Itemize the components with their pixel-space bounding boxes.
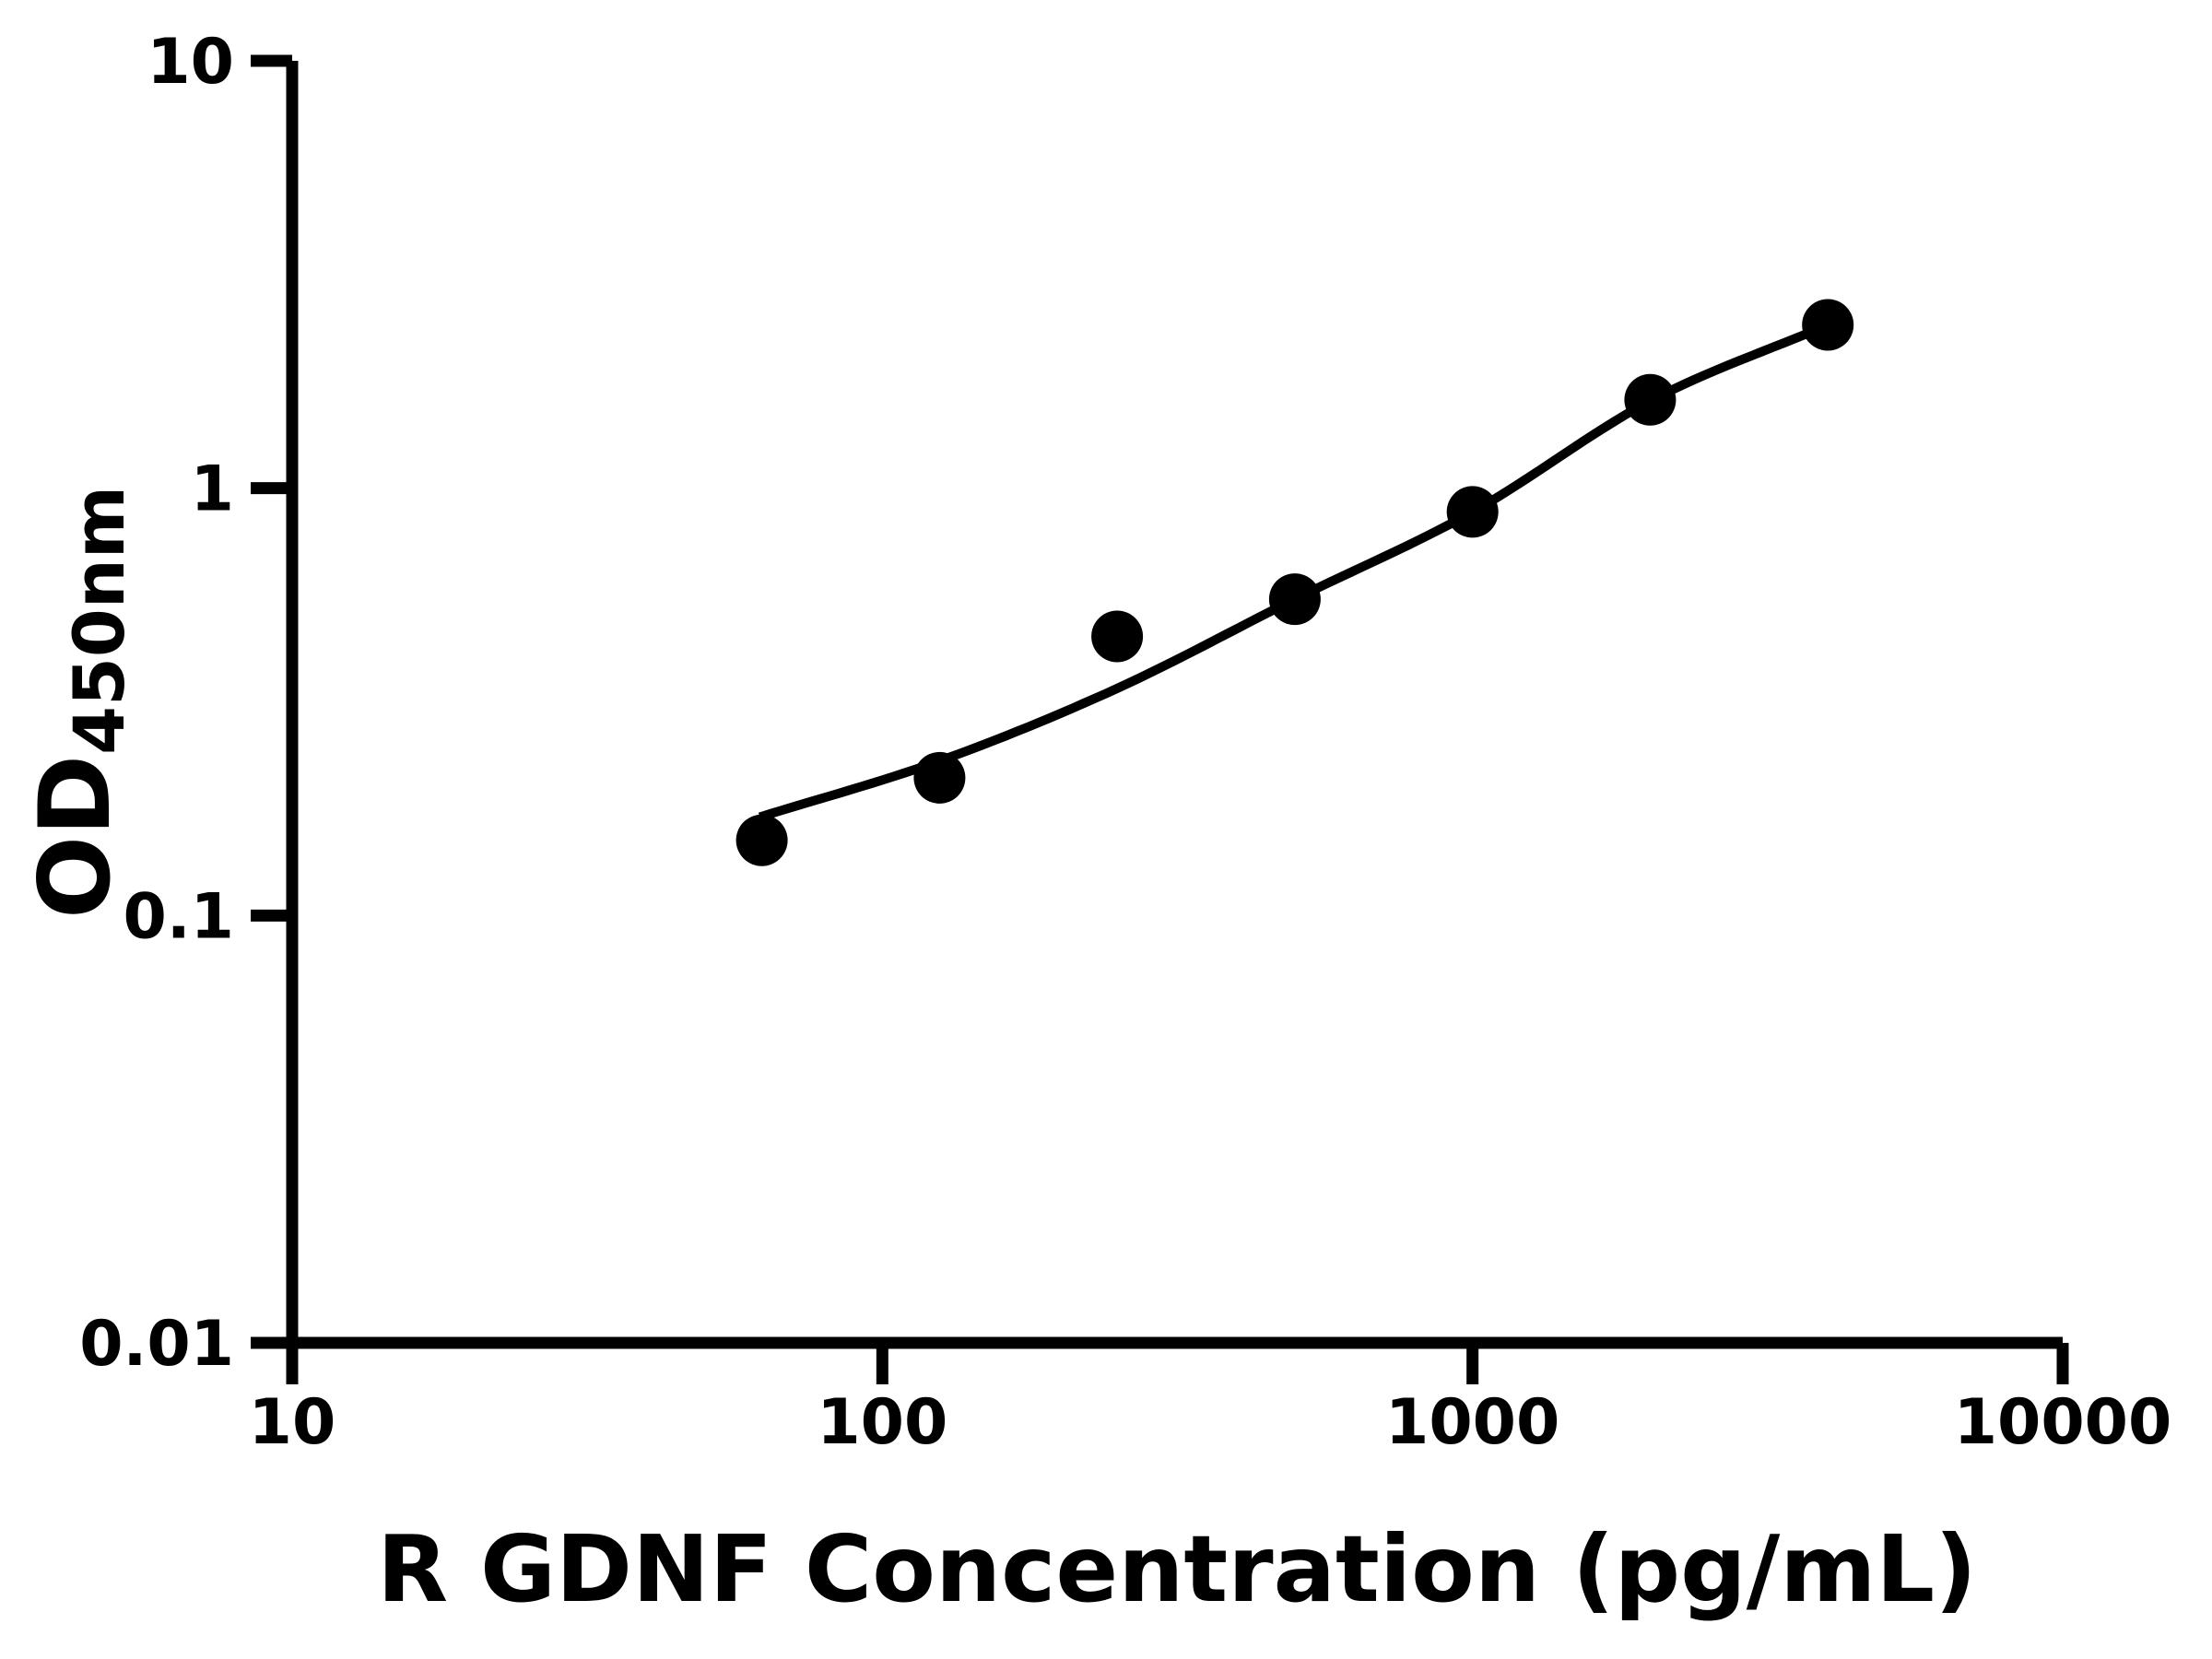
y-axis-title-subscript: 450nm (58, 486, 140, 755)
y-axis-title-main: OD (18, 755, 132, 919)
x-tick-label-10: 10 (249, 1386, 336, 1459)
data-point-62.5 (735, 814, 788, 866)
axis-frame (286, 61, 2063, 1349)
y-tick-label-1: 1 (191, 453, 234, 526)
data-point-1000 (1446, 486, 1499, 538)
x-axis-title: R GDNF Concentration (pg/mL) (377, 1515, 1977, 1623)
data-point-250 (1091, 610, 1144, 663)
y-axis-title: OD450nm (18, 486, 140, 919)
data-point-500 (1268, 573, 1321, 626)
data-point-125 (913, 751, 966, 804)
data-point-4000 (1802, 299, 1854, 351)
x-tick-label-1000: 1000 (1385, 1386, 1559, 1459)
y-tick-label-0.1: 0.1 (124, 880, 234, 953)
y-tick-label-10: 10 (147, 26, 234, 99)
x-tick-label-10000: 10000 (1954, 1386, 2172, 1459)
y-tick-label-0.01: 0.01 (79, 1308, 234, 1381)
x-tick-label-100: 100 (817, 1386, 947, 1459)
data-point-2000 (1624, 373, 1677, 426)
